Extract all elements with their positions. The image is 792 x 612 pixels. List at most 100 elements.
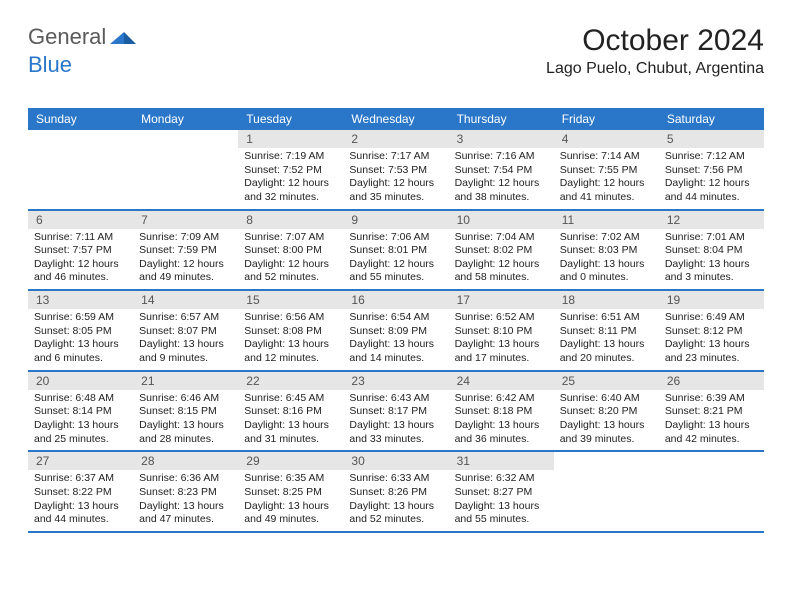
sunset-text: Sunset: 7:55 PM xyxy=(560,164,653,178)
day-cell: 5Sunrise: 7:12 AMSunset: 7:56 PMDaylight… xyxy=(659,130,764,209)
day-body: Sunrise: 6:49 AMSunset: 8:12 PMDaylight:… xyxy=(659,309,764,370)
day-cell xyxy=(28,130,133,209)
day-body: Sunrise: 6:43 AMSunset: 8:17 PMDaylight:… xyxy=(343,390,448,451)
sunset-text: Sunset: 8:12 PM xyxy=(665,325,758,339)
sunrise-text: Sunrise: 6:57 AM xyxy=(139,311,232,325)
sunrise-text: Sunrise: 7:14 AM xyxy=(560,150,653,164)
sunrise-text: Sunrise: 6:51 AM xyxy=(560,311,653,325)
day-number: 24 xyxy=(449,372,554,390)
logo-text-1: General xyxy=(28,24,106,50)
day-cell: 4Sunrise: 7:14 AMSunset: 7:55 PMDaylight… xyxy=(554,130,659,209)
daylight-text-1: Daylight: 13 hours xyxy=(244,419,337,433)
sunset-text: Sunset: 8:02 PM xyxy=(455,244,548,258)
sunrise-text: Sunrise: 7:09 AM xyxy=(139,231,232,245)
daylight-text-1: Daylight: 13 hours xyxy=(34,500,127,514)
daylight-text-1: Daylight: 12 hours xyxy=(560,177,653,191)
daylight-text-1: Daylight: 12 hours xyxy=(455,258,548,272)
sunrise-text: Sunrise: 7:11 AM xyxy=(34,231,127,245)
sunset-text: Sunset: 7:59 PM xyxy=(139,244,232,258)
day-cell: 19Sunrise: 6:49 AMSunset: 8:12 PMDayligh… xyxy=(659,291,764,370)
sunrise-text: Sunrise: 6:43 AM xyxy=(349,392,442,406)
dow-sunday: Sunday xyxy=(28,108,133,130)
daylight-text-2: and 31 minutes. xyxy=(244,433,337,447)
sunset-text: Sunset: 7:57 PM xyxy=(34,244,127,258)
daylight-text-1: Daylight: 12 hours xyxy=(244,177,337,191)
day-cell: 20Sunrise: 6:48 AMSunset: 8:14 PMDayligh… xyxy=(28,372,133,451)
day-cell: 25Sunrise: 6:40 AMSunset: 8:20 PMDayligh… xyxy=(554,372,659,451)
day-number: 30 xyxy=(343,452,448,470)
logo-text-2: Blue xyxy=(28,52,72,77)
sunset-text: Sunset: 8:00 PM xyxy=(244,244,337,258)
day-cell: 17Sunrise: 6:52 AMSunset: 8:10 PMDayligh… xyxy=(449,291,554,370)
week-row: 6 Sunrise: 7:11 AMSunset: 7:57 PM Daylight… xyxy=(28,211,764,292)
day-body: Sunrise: 6:48 AMSunset: 8:14 PMDaylight:… xyxy=(28,390,133,451)
week-row: 1Sunrise: 7:19 AMSunset: 7:52 PMDaylight… xyxy=(28,130,764,211)
sunset-text: Sunset: 8:11 PM xyxy=(560,325,653,339)
day-cell: 1Sunrise: 7:19 AMSunset: 7:52 PMDaylight… xyxy=(238,130,343,209)
day-body: Sunrise: 7:02 AMSunset: 8:03 PMDaylight:… xyxy=(554,229,659,290)
day-number: 28 xyxy=(133,452,238,470)
day-cell: 31Sunrise: 6:32 AMSunset: 8:27 PMDayligh… xyxy=(449,452,554,531)
daylight-text-2: and 3 minutes. xyxy=(665,271,758,285)
week-row: 13Sunrise: 6:59 AMSunset: 8:05 PMDayligh… xyxy=(28,291,764,372)
sunset-text: Sunset: 8:17 PM xyxy=(349,405,442,419)
daylight-text-2: and 41 minutes. xyxy=(560,191,653,205)
daylight-text-2: and 9 minutes. xyxy=(139,352,232,366)
location: Lago Puelo, Chubut, Argentina xyxy=(546,60,764,78)
day-body: Sunrise: 6:45 AMSunset: 8:16 PMDaylight:… xyxy=(238,390,343,451)
daylight-text-2: and 52 minutes. xyxy=(349,513,442,527)
daylight-text-2: and 17 minutes. xyxy=(455,352,548,366)
sunrise-text: Sunrise: 6:36 AM xyxy=(139,472,232,486)
sunset-text: Sunset: 8:21 PM xyxy=(665,405,758,419)
daylight-text-2: and 33 minutes. xyxy=(349,433,442,447)
sunrise-text: Sunrise: 6:59 AM xyxy=(34,311,127,325)
day-number: 9 xyxy=(343,211,448,229)
weeks-container: 1Sunrise: 7:19 AMSunset: 7:52 PMDaylight… xyxy=(28,130,764,533)
daylight-text-2: and 55 minutes. xyxy=(455,513,548,527)
daylight-text-2: and 49 minutes. xyxy=(244,513,337,527)
day-number: 1 xyxy=(238,130,343,148)
sunrise-text: Sunrise: 6:40 AM xyxy=(560,392,653,406)
daylight-text-1: Daylight: 13 hours xyxy=(665,258,758,272)
day-number: 25 xyxy=(554,372,659,390)
sunset-text: Sunset: 8:08 PM xyxy=(244,325,337,339)
day-body: Sunrise: 6:35 AMSunset: 8:25 PMDaylight:… xyxy=(238,470,343,531)
day-body: Sunrise: 6:37 AMSunset: 8:22 PMDaylight:… xyxy=(28,470,133,531)
day-body: Sunrise: 6:59 AMSunset: 8:05 PMDaylight:… xyxy=(28,309,133,370)
daylight-text-2: and 44 minutes. xyxy=(665,191,758,205)
sunset-text: Sunset: 8:15 PM xyxy=(139,405,232,419)
day-number: 6 xyxy=(28,211,133,229)
day-cell: 10Sunrise: 7:04 AMSunset: 8:02 PMDayligh… xyxy=(449,211,554,290)
daylight-text-1: Daylight: 13 hours xyxy=(139,338,232,352)
day-cell: 14Sunrise: 6:57 AMSunset: 8:07 PMDayligh… xyxy=(133,291,238,370)
sunset-text: Sunset: 8:09 PM xyxy=(349,325,442,339)
day-number: 29 xyxy=(238,452,343,470)
day-body: Sunrise: 6:54 AMSunset: 8:09 PMDaylight:… xyxy=(343,309,448,370)
daylight-text-2: and 32 minutes. xyxy=(244,191,337,205)
daylight-text-1: Daylight: 13 hours xyxy=(455,338,548,352)
sunrise-text: Sunrise: 6:39 AM xyxy=(665,392,758,406)
day-number: 26 xyxy=(659,372,764,390)
daylight-text-2: and 20 minutes. xyxy=(560,352,653,366)
day-body: Sunrise: 6:52 AMSunset: 8:10 PMDaylight:… xyxy=(449,309,554,370)
sunset-text: Sunset: 8:16 PM xyxy=(244,405,337,419)
day-cell: 8Sunrise: 7:07 AMSunset: 8:00 PMDaylight… xyxy=(238,211,343,290)
sunset-text: Sunset: 8:04 PM xyxy=(665,244,758,258)
logo-icon xyxy=(110,26,136,49)
day-body: Sunrise: 6:46 AMSunset: 8:15 PMDaylight:… xyxy=(133,390,238,451)
sunrise-text: Sunrise: 6:37 AM xyxy=(34,472,127,486)
sunset-text: Sunset: 8:10 PM xyxy=(455,325,548,339)
day-body: Sunrise: 6:40 AMSunset: 8:20 PMDaylight:… xyxy=(554,390,659,451)
sunrise-text: Sunrise: 6:35 AM xyxy=(244,472,337,486)
dow-wednesday: Wednesday xyxy=(343,108,448,130)
daylight-text-2: and 52 minutes. xyxy=(244,271,337,285)
sunrise-text: Sunrise: 6:49 AM xyxy=(665,311,758,325)
day-cell: 26Sunrise: 6:39 AMSunset: 8:21 PMDayligh… xyxy=(659,372,764,451)
daylight-text-2: and 28 minutes. xyxy=(139,433,232,447)
daylight-text-2: and 35 minutes. xyxy=(349,191,442,205)
sunset-text: Sunset: 8:07 PM xyxy=(139,325,232,339)
day-body: Sunrise: 7:16 AMSunset: 7:54 PMDaylight:… xyxy=(449,148,554,209)
daylight-text-1: Daylight: 13 hours xyxy=(560,419,653,433)
day-cell: 15Sunrise: 6:56 AMSunset: 8:08 PMDayligh… xyxy=(238,291,343,370)
day-number: 20 xyxy=(28,372,133,390)
